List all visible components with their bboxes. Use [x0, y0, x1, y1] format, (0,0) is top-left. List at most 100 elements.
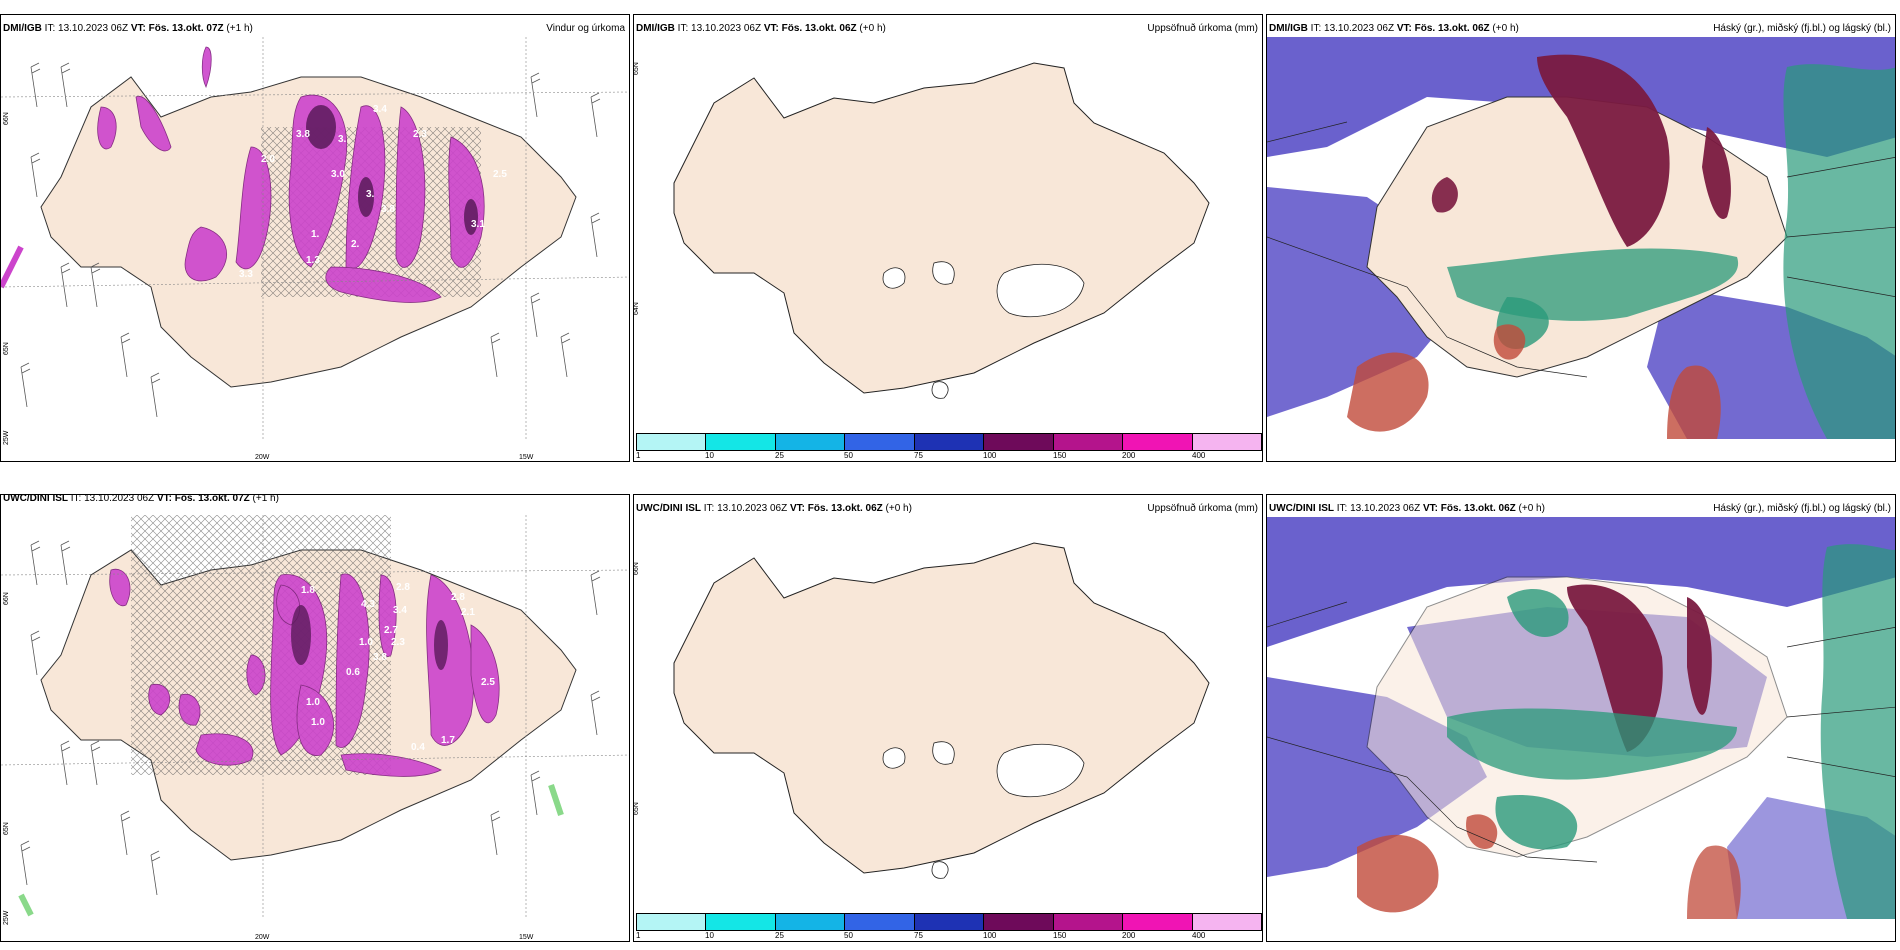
precip-value-label: 3.8: [373, 652, 387, 663]
colorbar-tick: 50: [844, 451, 853, 460]
map-panel-dmi-wind: DMI/IGB IT: 13.10.2023 06Z VT: Fös. 13.o…: [0, 14, 630, 462]
panel-title: Háský (gr.), miðský (fj.bl.) og lágský (…: [1713, 503, 1891, 514]
precip-value-label: 3.1: [471, 219, 485, 230]
lon-side-label: 25W: [3, 430, 10, 445]
lon-side-label: 25W: [3, 910, 10, 925]
precip-value-label: 3.8: [296, 129, 310, 140]
map-panel-dmi-clouds: DMI/IGB IT: 13.10.2023 06Z VT: Fös. 13.o…: [1266, 14, 1896, 462]
colorbar-segment: [845, 914, 915, 930]
init-time: IT: 13.10.2023 06Z: [1334, 503, 1423, 514]
wind-precip-map: 3.8 2.0 3. 3.4 2.3 3.0 3. 3.8 2.5 3.1 1.…: [1, 37, 629, 439]
lat-tick-label: 66N: [3, 112, 10, 125]
precip-value-label: 3.8: [381, 204, 395, 215]
lon-tick-label: 15W: [519, 454, 534, 461]
source-label: DMI/IGB: [1269, 23, 1308, 34]
colorbar-tick: 150: [1053, 931, 1067, 940]
precip-value-label: 2.8: [451, 592, 465, 603]
valid-time: VT: Fös. 13.okt. 06Z: [763, 23, 857, 34]
source-label: DMI/IGB: [636, 23, 675, 34]
colorbar-tick: 75: [914, 931, 923, 940]
panel-title: Háský (gr.), miðský (fj.bl.) og lágský (…: [1713, 23, 1891, 34]
init-time: IT: 13.10.2023 06Z: [41, 23, 131, 34]
lon-tick-label: 20W: [255, 934, 270, 941]
precip-value-label: 3.0: [331, 169, 345, 180]
precip-value-label: 1.: [311, 229, 320, 240]
colorbar-tick: 400: [1192, 931, 1206, 940]
precip-value-label: 2.5: [493, 169, 507, 180]
precip-value-label: 3.4: [373, 104, 387, 115]
colorbar-segment: [1053, 914, 1124, 930]
precip-value-label: 2.0: [261, 154, 275, 165]
precip-value-label: 3.: [338, 134, 347, 145]
colorbar-tick: 1: [636, 931, 641, 940]
lon-tick-label: 15W: [519, 934, 534, 941]
precip-value-label: 2.: [351, 239, 360, 250]
precip-value-label: 2.3: [391, 637, 405, 648]
map-panel-uwc-wind: UWC/DINI ISL IT: 13.10.2023 06Z VT: Fös.…: [0, 494, 630, 942]
panel-header: DMI/IGB IT: 13.10.2023 06Z VT: Fös. 13.o…: [1, 21, 629, 37]
map-area: [1267, 37, 1895, 439]
precip-value-label: 2.1: [461, 607, 475, 618]
precip-colorbar: [636, 433, 1262, 451]
panel-header: DMI/IGB IT: 13.10.2023 06Z VT: Fös. 13.o…: [1267, 21, 1895, 37]
colorbar-ticks: 1 10 25 50 75 100 150 200 400: [636, 931, 1262, 941]
colorbar-segment: [1192, 914, 1261, 930]
lat-tick-label: 65N: [633, 802, 640, 815]
colorbar-segment: [706, 914, 776, 930]
precip-value-label: 0.4: [411, 742, 425, 753]
colorbar-tick: 25: [775, 451, 784, 460]
map-area: [1267, 517, 1895, 919]
colorbar-tick: 100: [983, 931, 997, 940]
colorbar-segment: [1192, 434, 1261, 450]
map-area: 3.8 2.0 3. 3.4 2.3 3.0 3. 3.8 2.5 3.1 1.…: [1, 37, 629, 439]
precip-value-label: 3.4: [393, 605, 407, 616]
panel-title: Uppsöfnuð úrkoma (mm): [1147, 503, 1258, 514]
panel-title: Vindur og úrkoma: [546, 23, 625, 34]
colorbar-tick: 200: [1122, 451, 1136, 460]
colorbar-tick: 50: [844, 931, 853, 940]
lat-tick-label: 66N: [633, 562, 640, 575]
lat-tick-label: 65N: [633, 62, 640, 75]
colorbar-tick: 150: [1053, 451, 1067, 460]
precip-value-label: 1.8: [301, 585, 315, 596]
colorbar-segment: [984, 914, 1054, 930]
map-area: 1.8 2.8 4.3 3.4 2.1 2.8 2.7 1.0 2.3 3.8 …: [1, 515, 629, 917]
colorbar-segment: [914, 434, 985, 450]
precip-value-label: 1.0: [359, 637, 373, 648]
lat-tick-label: 66N: [3, 592, 10, 605]
lat-tick-label: 64N: [633, 302, 640, 315]
iceland-landmass: [673, 62, 1210, 394]
valid-time: VT: Fös. 13.okt. 06Z: [1422, 503, 1516, 514]
colorbar-segment: [914, 914, 985, 930]
precip-colorbar: [636, 913, 1262, 931]
precip-value-label: 0.6: [346, 667, 360, 678]
precip-value-label: 1.7: [441, 735, 455, 746]
lat-tick-label: 65N: [3, 822, 10, 835]
colorbar-segment: [984, 434, 1054, 450]
panel-header: UWC/DINI ISL IT: 13.10.2023 06Z VT: Fös.…: [634, 501, 1262, 517]
colorbar-segment: [845, 434, 915, 450]
iceland-landmass: [673, 542, 1210, 874]
init-time: IT: 13.10.2023 06Z: [1307, 23, 1397, 34]
colorbar-segment: [637, 914, 707, 930]
init-time: IT: 13.10.2023 06Z: [701, 503, 790, 514]
map-panel-uwc-clouds: UWC/DINI ISL IT: 13.10.2023 06Z VT: Fös.…: [1266, 494, 1896, 942]
colorbar-tick: 100: [983, 451, 997, 460]
lead-time: (+0 h): [1515, 503, 1545, 514]
iceland-landmass: [1366, 96, 1788, 378]
colorbar-tick: 75: [914, 451, 923, 460]
lead-time: (+0 h): [856, 23, 886, 34]
precip-value-label: 3.3: [239, 269, 253, 280]
precip-value-label: 3.: [366, 189, 375, 200]
cloud-map: [1267, 517, 1895, 919]
lon-tick-label: 20W: [255, 454, 270, 461]
colorbar-tick: 25: [775, 931, 784, 940]
precip-cells: [109, 568, 500, 777]
source-label: UWC/DINI ISL: [636, 503, 701, 514]
accumulated-map: [673, 62, 1210, 399]
lead-time: (+0 h): [882, 503, 912, 514]
precip-value-label: 1.0: [311, 717, 325, 728]
colorbar-segment: [775, 914, 846, 930]
lead-time: (+0 h): [1489, 23, 1519, 34]
colorbar-tick: 10: [705, 451, 714, 460]
